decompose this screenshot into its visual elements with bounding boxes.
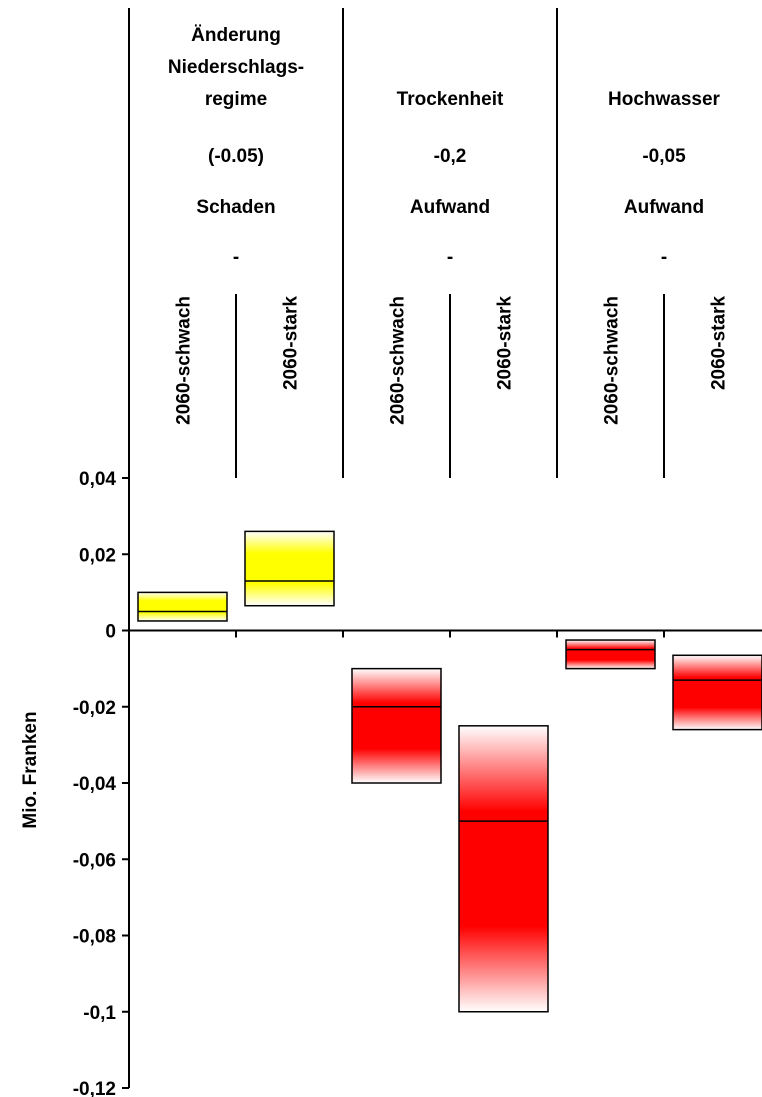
y-tick-label: -0,02 (73, 698, 116, 719)
group-kind: Aufwand (410, 197, 490, 218)
group-title: Änderung (191, 25, 281, 46)
bar (244, 530, 335, 607)
group-factor: -0,05 (642, 146, 686, 167)
group-kind: Schaden (196, 197, 275, 218)
y-tick-label: -0,06 (73, 850, 116, 871)
scenario-label: 2060-stark (281, 296, 302, 390)
scenario-label: 2060-schwach (602, 296, 623, 425)
y-tick-label: -0,08 (73, 927, 116, 948)
bars-layer (137, 530, 762, 1013)
labels-layer: 0,04 0,02 0 -0,02 -0,04 -0,06 -0,08 -0,1 -0,12 Än… (73, 25, 730, 1097)
bar (351, 667, 442, 784)
y-tick-label: -0,1 (83, 1003, 116, 1024)
scenario-label: 2060-schwach (388, 296, 409, 425)
bar (137, 591, 228, 622)
y-tick-label: 0,04 (79, 469, 116, 490)
scenario-label: 2060-stark (709, 296, 730, 390)
y-tick-label: 0,02 (79, 545, 116, 566)
group-title: Hochwasser (608, 89, 721, 110)
y-tick-label: 0 (105, 622, 116, 643)
bar (458, 725, 549, 1013)
scenario-label: 2060-stark (495, 296, 516, 390)
bar (672, 654, 762, 731)
y-axis-title: Mio. Franken (20, 711, 41, 828)
group-dash: - (233, 247, 239, 268)
chart-frame (122, 8, 762, 1089)
y-tick-label: -0,12 (73, 1079, 116, 1097)
group-title: Niederschlags- (168, 57, 304, 78)
group-title: regime (205, 89, 267, 110)
group-kind: Aufwand (624, 197, 704, 218)
group-factor: (-0.05) (208, 146, 264, 167)
group-title: Trockenheit (397, 89, 504, 110)
group-dash: - (447, 247, 453, 268)
group-dash: - (661, 247, 667, 268)
group-factor: -0,2 (434, 146, 467, 167)
scenario-label: 2060-schwach (174, 296, 195, 425)
y-tick-label: -0,04 (73, 774, 117, 795)
bar (565, 639, 656, 670)
